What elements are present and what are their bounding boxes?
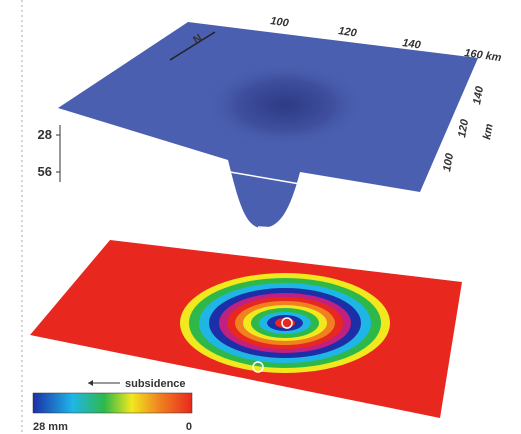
top-tick-label: 100 bbox=[270, 15, 291, 30]
colorbar-label: subsidence bbox=[125, 378, 186, 390]
north-arrow bbox=[169, 31, 216, 61]
depth-tick-label: 56 bbox=[38, 164, 52, 179]
top-tick-label: 160 km bbox=[464, 47, 503, 64]
subsidence-arrow-head bbox=[88, 380, 93, 386]
top-tick-label: 140 bbox=[402, 37, 423, 52]
top-tick-label: 120 bbox=[338, 25, 359, 40]
right-axis-unit: km bbox=[481, 123, 496, 141]
contour bbox=[257, 226, 277, 229]
right-tick-label: 120 bbox=[456, 117, 471, 138]
right-tick-label: 140 bbox=[471, 84, 486, 105]
right-tick-label: 100 bbox=[441, 151, 456, 172]
bowl-shading bbox=[205, 63, 365, 147]
colorbar-max-label: 0 bbox=[186, 421, 192, 433]
colorbar-min-label: 28 mm bbox=[33, 421, 68, 433]
marker bbox=[252, 361, 264, 373]
depth-tick-label: 28 bbox=[38, 127, 52, 142]
colorbar bbox=[32, 392, 193, 414]
marker bbox=[281, 317, 293, 329]
fringes bbox=[180, 273, 390, 373]
contour bbox=[229, 171, 301, 185]
